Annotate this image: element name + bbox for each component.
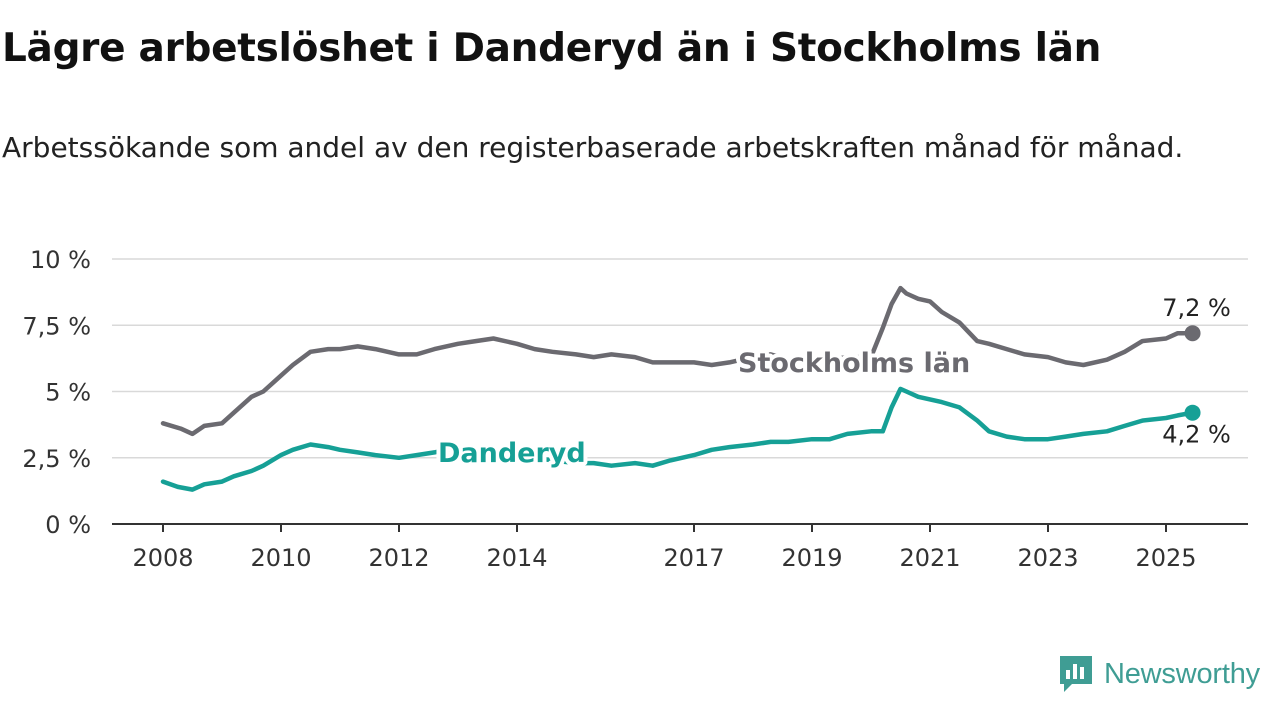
x-tick-label: 2023 (1017, 544, 1078, 572)
series-name-label: Stockholms län (738, 348, 970, 379)
end-point-marker (1184, 404, 1201, 421)
series-labels: 7,2 % 4,2 % Stockholms län Danderyd (434, 294, 1231, 473)
y-tick-label: 0 % (45, 511, 91, 539)
newsworthy-icon (1060, 656, 1092, 692)
end-value-label: 7,2 % (1162, 294, 1231, 322)
x-tick-label: 2008 (132, 544, 193, 572)
series-line (160, 386, 1195, 492)
axes: 0 % 2,5 % 5 % 7,5 % 10 % 2008 2010 2012 2014 2017… (22, 246, 1248, 572)
y-tick-label: 10 % (30, 246, 91, 274)
x-tick-label: 2025 (1135, 544, 1196, 572)
line-chart: 0 % 2,5 % 5 % 7,5 % 10 % 2008 2010 2012 2014 2017… (22, 246, 1248, 572)
gridlines (112, 258, 1248, 459)
brand-name: Newsworthy (1104, 657, 1260, 690)
end-point-marker (1184, 325, 1201, 342)
y-tick-label: 2,5 % (22, 445, 91, 473)
x-tick-label: 2019 (781, 544, 842, 572)
chart-subtitle: Arbetssökande som andel av den registerb… (2, 131, 1184, 164)
x-tick-label: 2017 (663, 544, 724, 572)
series-name-label: Danderyd (438, 438, 586, 469)
y-tick-label: 5 % (45, 379, 91, 407)
x-tick-label: 2012 (368, 544, 429, 572)
x-tick-label: 2014 (486, 544, 547, 572)
y-tick-label: 7,5 % (22, 312, 91, 340)
series-lines (160, 285, 1201, 492)
end-value-label: 4,2 % (1162, 421, 1231, 449)
x-tick-label: 2021 (899, 544, 960, 572)
chart-title: Lägre arbetslöshet i Danderyd än i Stock… (2, 26, 1102, 71)
x-tick-label: 2010 (250, 544, 311, 572)
series-line (160, 285, 1195, 437)
newsworthy-logo: Newsworthy (1058, 652, 1260, 696)
